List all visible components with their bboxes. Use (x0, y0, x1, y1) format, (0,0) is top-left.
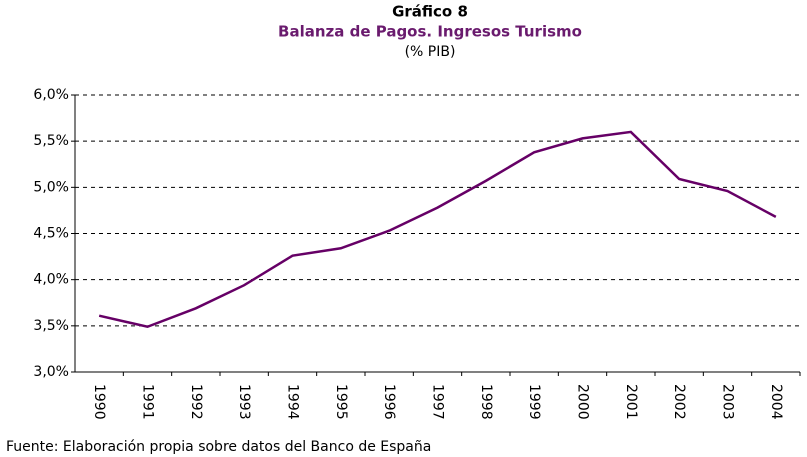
x-tick-label: 2000 (575, 384, 591, 420)
x-tick-label: 1995 (333, 384, 349, 420)
x-tick-label: 2004 (768, 384, 784, 420)
x-tick-label: 1991 (140, 384, 156, 420)
x-tick-label: 1999 (526, 384, 542, 420)
x-tick-label: 1993 (236, 384, 252, 420)
unit-label: (% PIB) (405, 44, 456, 60)
x-tick-label: 1994 (285, 384, 301, 420)
x-tick-label: 2002 (671, 384, 687, 420)
x-tick-label: 2001 (623, 384, 639, 420)
y-tick-label: 5,5% (33, 133, 69, 149)
x-tick-label: 1997 (430, 384, 446, 420)
chart-title: Gráfico 8 (392, 3, 468, 21)
y-tick-label: 3,0% (33, 364, 69, 380)
y-tick-label: 6,0% (33, 87, 69, 103)
y-tick-label: 4,5% (33, 226, 69, 242)
source: Fuente: Elaboración propia sobre datos d… (6, 439, 431, 455)
x-tick-label: 1998 (478, 384, 494, 420)
data-line (98, 130, 777, 329)
y-tick-label: 3,5% (33, 318, 69, 334)
y-tick-label: 4,0% (33, 272, 69, 288)
x-tick-label: 1996 (381, 384, 397, 420)
x-tick-label: 1992 (188, 384, 204, 420)
x-tick-label: 2003 (720, 384, 736, 420)
chart-subtitle: Balanza de Pagos. Ingresos Turismo (278, 23, 582, 41)
x-tick-label: 1990 (91, 384, 107, 420)
y-tick-label: 5,0% (33, 179, 69, 195)
